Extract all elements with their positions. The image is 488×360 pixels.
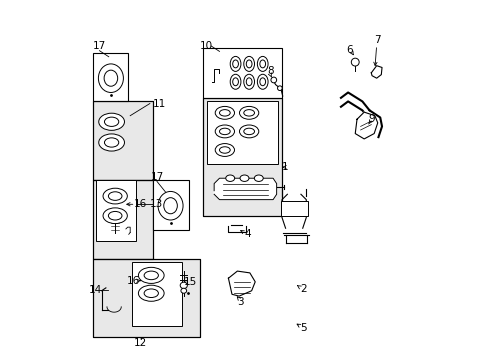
- Ellipse shape: [244, 128, 254, 135]
- Bar: [132, 262, 182, 327]
- Ellipse shape: [180, 282, 187, 289]
- Ellipse shape: [181, 288, 186, 293]
- Polygon shape: [228, 271, 255, 296]
- Ellipse shape: [99, 134, 124, 151]
- Ellipse shape: [230, 74, 241, 89]
- Ellipse shape: [240, 175, 248, 181]
- Ellipse shape: [138, 267, 164, 283]
- Ellipse shape: [232, 78, 238, 86]
- Text: 7: 7: [373, 35, 380, 45]
- Text: 5: 5: [300, 323, 306, 333]
- Ellipse shape: [246, 60, 251, 68]
- Bar: [203, 48, 282, 98]
- Ellipse shape: [259, 78, 265, 86]
- Ellipse shape: [257, 57, 267, 71]
- Ellipse shape: [99, 113, 124, 130]
- Ellipse shape: [138, 285, 164, 301]
- Ellipse shape: [270, 77, 276, 83]
- Bar: [93, 102, 153, 180]
- Ellipse shape: [230, 57, 241, 71]
- Ellipse shape: [104, 117, 119, 126]
- Ellipse shape: [257, 74, 267, 89]
- Ellipse shape: [104, 70, 118, 86]
- Ellipse shape: [239, 107, 258, 119]
- Ellipse shape: [215, 144, 234, 157]
- Ellipse shape: [103, 208, 127, 224]
- Text: 16: 16: [126, 276, 140, 286]
- Ellipse shape: [108, 192, 122, 201]
- Ellipse shape: [144, 289, 158, 297]
- Bar: [93, 258, 200, 337]
- Ellipse shape: [219, 147, 230, 153]
- Ellipse shape: [163, 198, 177, 214]
- Ellipse shape: [103, 188, 127, 204]
- Text: 13: 13: [149, 199, 163, 209]
- Ellipse shape: [108, 211, 122, 220]
- Text: 6: 6: [346, 45, 352, 55]
- Ellipse shape: [215, 125, 234, 138]
- Ellipse shape: [244, 57, 254, 71]
- Polygon shape: [370, 66, 381, 78]
- Polygon shape: [214, 178, 276, 200]
- Ellipse shape: [225, 175, 234, 181]
- Text: 10: 10: [199, 41, 212, 51]
- Text: 17: 17: [150, 172, 163, 182]
- Bar: [96, 180, 135, 241]
- Text: 12: 12: [134, 338, 147, 347]
- Text: 16: 16: [133, 199, 146, 209]
- Bar: [93, 258, 200, 337]
- Polygon shape: [354, 112, 377, 139]
- Ellipse shape: [104, 138, 119, 147]
- Text: 1: 1: [282, 162, 288, 172]
- Ellipse shape: [254, 175, 263, 181]
- Text: 8: 8: [266, 66, 273, 76]
- Text: 2: 2: [300, 284, 306, 294]
- Bar: [93, 180, 153, 258]
- Text: 9: 9: [367, 113, 374, 123]
- Ellipse shape: [158, 192, 183, 220]
- Ellipse shape: [244, 74, 254, 89]
- Ellipse shape: [144, 271, 158, 280]
- Text: 17: 17: [93, 41, 106, 51]
- Ellipse shape: [219, 110, 230, 116]
- Ellipse shape: [98, 64, 123, 93]
- Ellipse shape: [244, 110, 254, 116]
- Ellipse shape: [350, 58, 358, 66]
- Text: 14: 14: [88, 285, 102, 295]
- Bar: [93, 180, 153, 258]
- Ellipse shape: [246, 78, 251, 86]
- Bar: [153, 180, 189, 230]
- Text: 15: 15: [183, 277, 197, 287]
- Bar: [93, 53, 128, 102]
- Ellipse shape: [239, 125, 258, 138]
- Text: 4: 4: [244, 229, 250, 239]
- Text: 11: 11: [152, 99, 165, 109]
- Bar: [206, 102, 278, 164]
- Bar: [203, 98, 282, 216]
- Bar: [281, 202, 307, 216]
- Text: 3: 3: [237, 297, 244, 307]
- Ellipse shape: [219, 128, 230, 135]
- Bar: [203, 98, 282, 216]
- Bar: [93, 102, 153, 180]
- Ellipse shape: [259, 60, 265, 68]
- Ellipse shape: [215, 107, 234, 119]
- Ellipse shape: [232, 60, 238, 68]
- Ellipse shape: [277, 86, 282, 90]
